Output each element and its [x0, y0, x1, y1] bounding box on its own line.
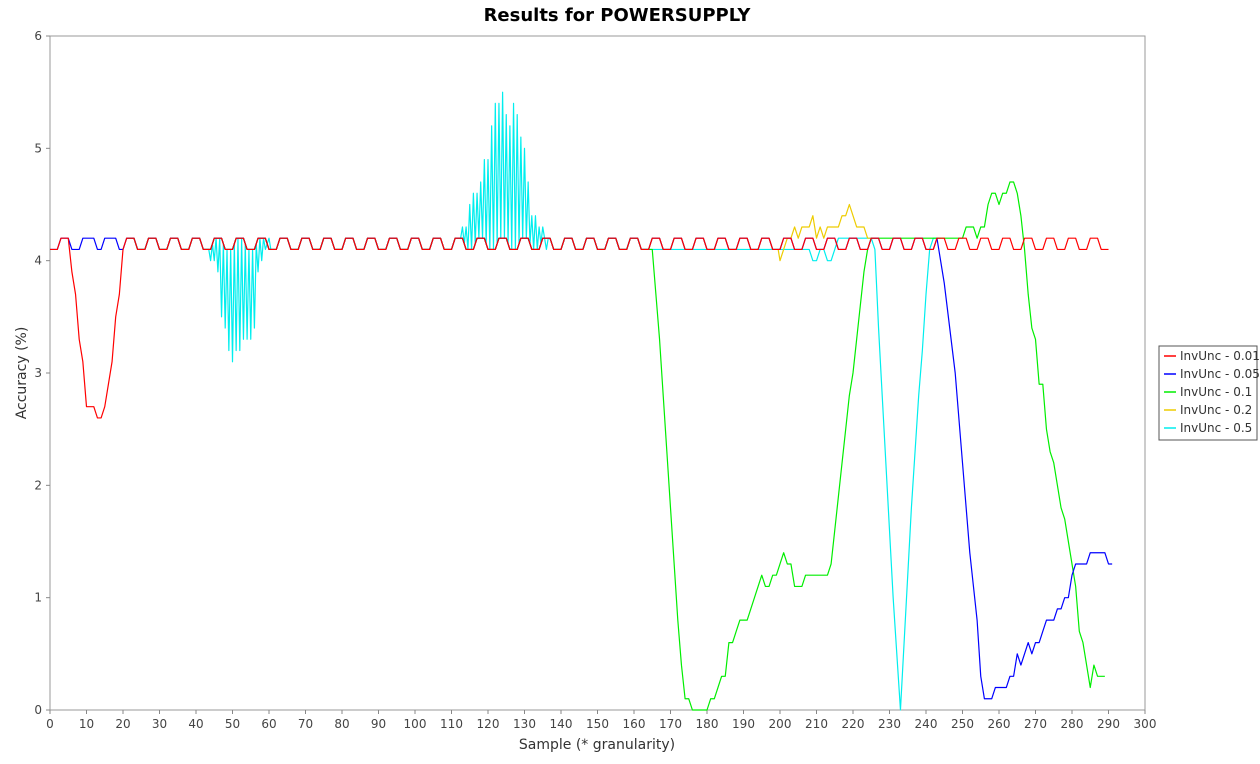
x-axis-label: Sample (* granularity) — [519, 737, 675, 753]
series-line-1 — [50, 237, 1109, 419]
x-tick-label: 210 — [805, 717, 828, 731]
x-tick-label: 40 — [188, 717, 203, 731]
x-tick-label: 130 — [513, 717, 536, 731]
legend-label: InvUnc - 0.01 — [1180, 349, 1260, 363]
x-tick-label: 240 — [915, 717, 938, 731]
y-tick-label: 5 — [34, 141, 42, 155]
y-tick-label: 3 — [34, 366, 42, 380]
x-tick-label: 10 — [79, 717, 94, 731]
x-tick-label: 270 — [1024, 717, 1047, 731]
y-tick-label: 4 — [34, 254, 42, 268]
legend: InvUnc - 0.01 InvUnc - 0.05 InvUnc - 0.1 In… — [1158, 345, 1260, 441]
y-axis-label: Accuracy (%) — [14, 327, 30, 420]
x-tick-label: 80 — [334, 717, 349, 731]
x-tick-label: 50 — [225, 717, 240, 731]
x-tick-label: 280 — [1061, 717, 1084, 731]
y-tick-label: 6 — [34, 29, 42, 43]
legend-label: InvUnc - 0.1 — [1180, 385, 1252, 399]
series-lines — [50, 91, 1113, 711]
legend-box — [1158, 345, 1258, 441]
legend-label: InvUnc - 0.5 — [1180, 421, 1252, 435]
x-tick-label: 250 — [951, 717, 974, 731]
x-tick-label: 300 — [1134, 717, 1157, 731]
x-axis-ticks: 0 10 20 30 40 50 60 70 80 90 100 110 120 130 140 150 160… — [46, 710, 1156, 731]
y-tick-label: 2 — [34, 478, 42, 492]
x-tick-label: 190 — [732, 717, 755, 731]
x-tick-label: 90 — [371, 717, 386, 731]
x-tick-label: 230 — [878, 717, 901, 731]
x-tick-label: 140 — [550, 717, 573, 731]
x-tick-label: 260 — [988, 717, 1011, 731]
x-tick-label: 150 — [586, 717, 609, 731]
x-tick-label: 180 — [696, 717, 719, 731]
x-tick-label: 220 — [842, 717, 865, 731]
legend-label: InvUnc - 0.2 — [1180, 403, 1252, 417]
x-tick-label: 70 — [298, 717, 313, 731]
x-tick-label: 120 — [477, 717, 500, 731]
x-tick-label: 110 — [440, 717, 463, 731]
x-tick-label: 60 — [261, 717, 276, 731]
y-axis-ticks: 0 1 2 3 4 5 6 — [34, 29, 50, 717]
x-tick-label: 0 — [46, 717, 54, 731]
x-tick-label: 200 — [769, 717, 792, 731]
x-tick-label: 30 — [152, 717, 167, 731]
chart-title: Results for POWERSUPPLY — [484, 5, 752, 26]
x-tick-label: 20 — [115, 717, 130, 731]
plot-area — [49, 35, 1146, 711]
x-tick-label: 290 — [1097, 717, 1120, 731]
legend-label: InvUnc - 0.05 — [1180, 367, 1260, 381]
x-tick-label: 160 — [623, 717, 646, 731]
y-tick-label: 1 — [34, 591, 42, 605]
y-tick-label: 0 — [34, 703, 42, 717]
x-tick-label: 100 — [404, 717, 427, 731]
x-tick-label: 170 — [659, 717, 682, 731]
